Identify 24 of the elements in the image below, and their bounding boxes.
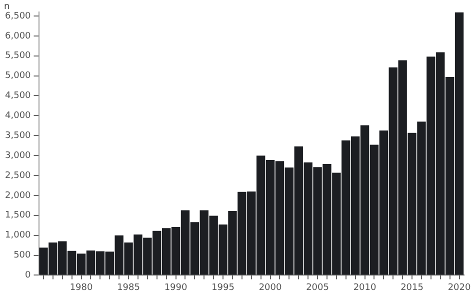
y-tick-label: 5,000 — [5, 71, 32, 82]
x-tick-label: 2005 — [306, 282, 329, 293]
y-tick-label: 1,000 — [5, 230, 32, 241]
y-tick-label: 2,000 — [5, 190, 32, 201]
y-tick-label: 3,000 — [5, 150, 32, 161]
y-tick-label: 5,500 — [5, 51, 32, 62]
x-tick-label: 2000 — [258, 282, 282, 293]
x-tick-label: 2020 — [448, 282, 471, 293]
y-tick-label: 6,000 — [5, 31, 32, 42]
y-tick-label: 500 — [14, 250, 32, 261]
y-tick-label: 4,500 — [5, 91, 32, 102]
y-tick-label: 2,500 — [5, 170, 32, 181]
x-tick-label: 1995 — [212, 282, 234, 293]
y-tick-label: 0 — [25, 270, 32, 281]
x-tick-label: 2010 — [353, 282, 377, 293]
y-tick-label: 4,000 — [5, 111, 32, 122]
x-tick-label: 1980 — [70, 282, 94, 293]
x-tick-label: 2015 — [400, 282, 424, 293]
x-tick-label: 1990 — [164, 282, 188, 293]
y-tick-label: 6,500 — [5, 11, 32, 22]
y-tick-label: 3,500 — [5, 130, 32, 141]
x-tick-label: 1985 — [117, 282, 140, 293]
y-tick-label: 1,500 — [5, 210, 32, 221]
y-axis-title: n — [4, 2, 10, 12]
